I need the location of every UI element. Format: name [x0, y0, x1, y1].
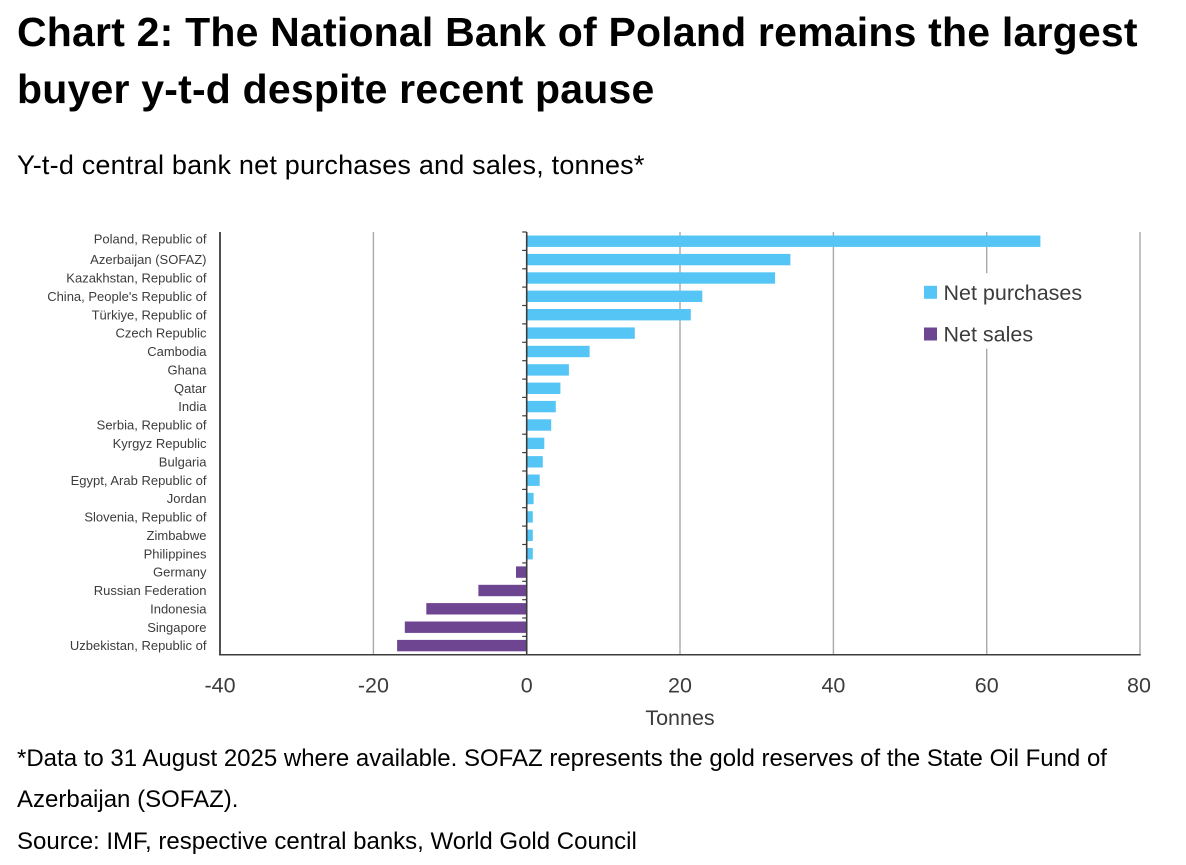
svg-text:China, People's Republic of: China, People's Republic of — [47, 289, 207, 304]
svg-text:Ghana: Ghana — [167, 363, 207, 378]
svg-text:Indonesia: Indonesia — [150, 601, 207, 616]
svg-text:Net purchases: Net purchases — [944, 281, 1083, 305]
svg-text:Bulgaria: Bulgaria — [159, 454, 207, 469]
svg-text:Kazakhstan, Republic of: Kazakhstan, Republic of — [66, 271, 207, 286]
svg-text:Jordan: Jordan — [167, 491, 207, 506]
svg-text:Cambodia: Cambodia — [147, 344, 207, 359]
svg-text:India: India — [178, 399, 207, 414]
svg-text:Serbia, Republic of: Serbia, Republic of — [97, 418, 207, 433]
svg-text:-40: -40 — [204, 673, 235, 697]
svg-text:Czech Republic: Czech Republic — [115, 326, 207, 341]
svg-text:60: 60 — [975, 673, 999, 697]
svg-text:Qatar: Qatar — [174, 381, 207, 396]
svg-text:40: 40 — [821, 673, 845, 697]
svg-text:Zimbabwe: Zimbabwe — [147, 528, 207, 543]
svg-text:Poland, Republic of: Poland, Republic of — [94, 232, 207, 247]
svg-text:80: 80 — [1127, 673, 1151, 697]
svg-text:Uzbekistan, Republic of: Uzbekistan, Republic of — [70, 638, 207, 653]
svg-text:Türkiye, Republic of: Türkiye, Republic of — [92, 307, 207, 322]
svg-text:Philippines: Philippines — [144, 546, 207, 561]
svg-text:Tonnes: Tonnes — [645, 706, 714, 730]
svg-text:Singapore: Singapore — [147, 620, 206, 635]
svg-text:Azerbaijan (SOFAZ): Azerbaijan (SOFAZ) — [90, 252, 206, 267]
svg-text:Egypt, Arab Republic of: Egypt, Arab Republic of — [71, 473, 207, 488]
svg-text:0: 0 — [521, 673, 533, 697]
svg-text:20: 20 — [668, 673, 692, 697]
svg-text:Kyrgyz Republic: Kyrgyz Republic — [113, 436, 207, 451]
svg-text:Russian Federation: Russian Federation — [94, 583, 207, 598]
svg-text:Net sales: Net sales — [944, 323, 1034, 347]
svg-text:-20: -20 — [358, 673, 389, 697]
svg-text:Slovenia, Republic of: Slovenia, Republic of — [84, 510, 207, 525]
svg-text:Germany: Germany — [153, 565, 207, 580]
